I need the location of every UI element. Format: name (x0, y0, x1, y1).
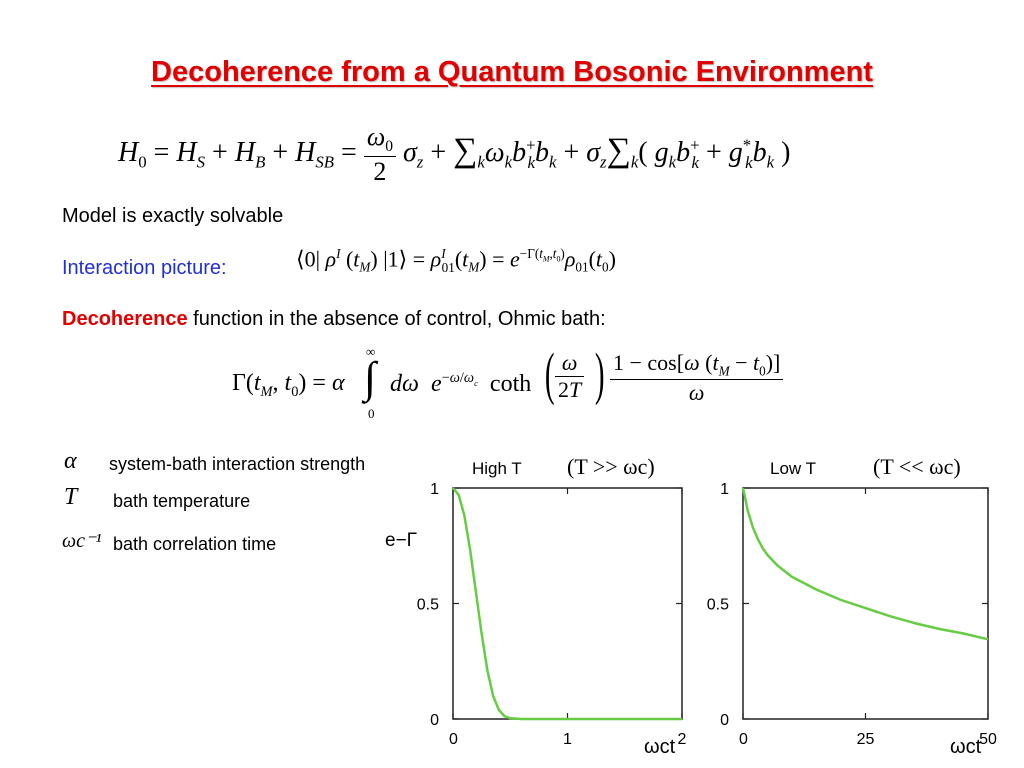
decoherence-word: Decoherence (62, 308, 188, 330)
decoherence-line: Decoherence function in the absence of c… (62, 308, 606, 331)
low-t-xlabel: ωct (950, 736, 982, 758)
high-t-condition: (T >> ωc) (567, 454, 655, 479)
hamiltonian-equation: H0 = HS + HB + HSB = ω0 2 σz + ∑kωkb+kbk … (118, 122, 791, 187)
alpha-description: system-bath interaction strength (109, 454, 366, 474)
correlation-symbol: ωc⁻¹ (62, 530, 102, 552)
interaction-equation: ⟨0| ρI (tM) |1⟩ = ρI01(tM) = e−Γ(tM,t0)ρ… (296, 246, 616, 275)
temperature-description: bath temperature (113, 491, 251, 511)
high-t-xtick-label: 2 (678, 731, 687, 748)
interaction-picture-label: Interaction picture: (62, 257, 227, 279)
model-solvable-text: Model is exactly solvable (62, 205, 284, 227)
correlation-description: bath correlation time (113, 534, 277, 554)
low-t-title: Low T (770, 459, 816, 478)
high-t-ylabel: e−Γ (385, 530, 417, 551)
alpha-symbol: α (64, 448, 77, 474)
high-t-xlabel: ωct (644, 736, 676, 758)
high-t-ytick-label: 1 (430, 481, 439, 498)
high-t-ytick-label: 0.5 (417, 597, 439, 614)
low-t-xtick-label: 50 (979, 731, 997, 748)
low-t-xtick-label: 25 (857, 731, 875, 748)
low-t-ytick-label: 0 (720, 712, 729, 729)
high-t-title: High T (472, 459, 522, 478)
high-t-ytick-label: 0 (430, 712, 439, 729)
high-t-xtick-label: 1 (563, 731, 572, 748)
low-t-ytick-label: 0.5 (707, 597, 729, 614)
high-t-decay-curve (452, 487, 682, 721)
low-t-plot-frame (742, 487, 989, 720)
low-t-decay-curve (741, 487, 989, 641)
high-t-xtick-label: 0 (449, 731, 458, 748)
slide-title: Decoherence from a Quantum Bosonic Envir… (151, 56, 873, 88)
low-t-ytick-label: 1 (720, 481, 729, 498)
low-t-xtick-label: 0 (739, 731, 748, 748)
low-t-condition: (T << ωc) (873, 454, 961, 479)
decoherence-description: function in the absence of control, Ohmi… (187, 308, 606, 330)
temperature-symbol: T (64, 484, 78, 510)
high-t-plot-frame (452, 487, 683, 720)
